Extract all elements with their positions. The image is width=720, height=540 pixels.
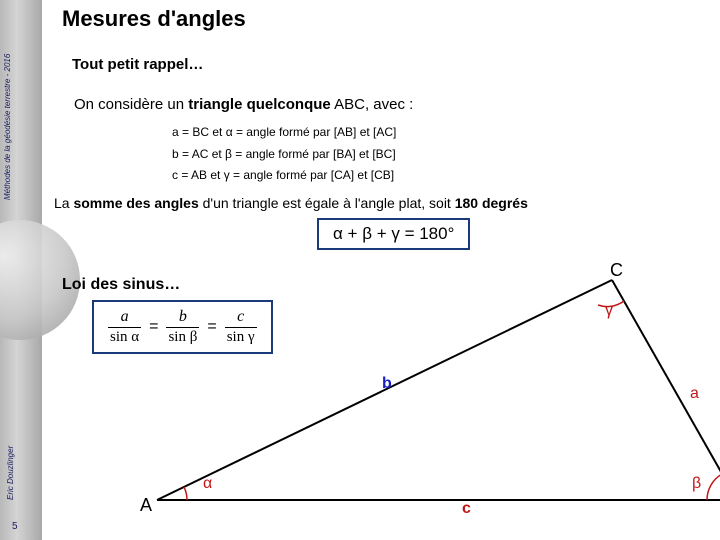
content-area: Mesures d'angles Tout petit rappel… On c… xyxy=(52,0,720,540)
side-a-label: a xyxy=(690,385,699,403)
triangle-diagram: C A B a b c γ α β xyxy=(122,260,720,520)
side-text-course: Méthodes de la géodésie terrestre - 2016 xyxy=(3,54,12,200)
page-number: 5 xyxy=(12,521,18,532)
page-title: Mesures d'angles xyxy=(62,6,246,32)
rule-text: La somme des angles d'un triangle est ég… xyxy=(54,195,528,211)
subtitle: Tout petit rappel… xyxy=(72,56,203,73)
slide: Méthodes de la géodésie terrestre - 2016… xyxy=(0,0,720,540)
side-c-label: c xyxy=(462,500,471,518)
frac-a: a sin α xyxy=(108,308,141,346)
vertex-a-label: A xyxy=(140,495,152,516)
definitions-list: a = BC et α = angle formé par [AB] et [A… xyxy=(172,122,396,187)
side-text-author: Eric Douzlinger xyxy=(6,446,15,500)
def-c: c = AB et γ = angle formé par [CA] et [C… xyxy=(172,165,396,187)
angle-gamma-label: γ xyxy=(605,302,613,320)
angle-sum-formula: α + β + γ = 180° xyxy=(317,218,470,250)
angle-beta-label: β xyxy=(692,475,701,493)
def-a: a = BC et α = angle formé par [AB] et [A… xyxy=(172,122,396,144)
def-b: b = AC et β = angle formé par [BA] et [B… xyxy=(172,144,396,166)
angle-alpha-label: α xyxy=(203,475,212,493)
sinus-title: Loi des sinus… xyxy=(62,276,180,294)
left-sidebar: Méthodes de la géodésie terrestre - 2016… xyxy=(0,0,42,540)
frac-b: b sin β xyxy=(166,308,199,346)
side-b-label: b xyxy=(382,375,392,393)
equals-2: = xyxy=(207,318,216,336)
sinus-formula-box: a sin α = b sin β = c sin γ xyxy=(92,300,273,354)
vertex-c-label: C xyxy=(610,260,623,281)
frac-c: c sin γ xyxy=(225,308,257,346)
intro-text: On considère un triangle quelconque ABC,… xyxy=(74,96,413,113)
equals-1: = xyxy=(149,318,158,336)
